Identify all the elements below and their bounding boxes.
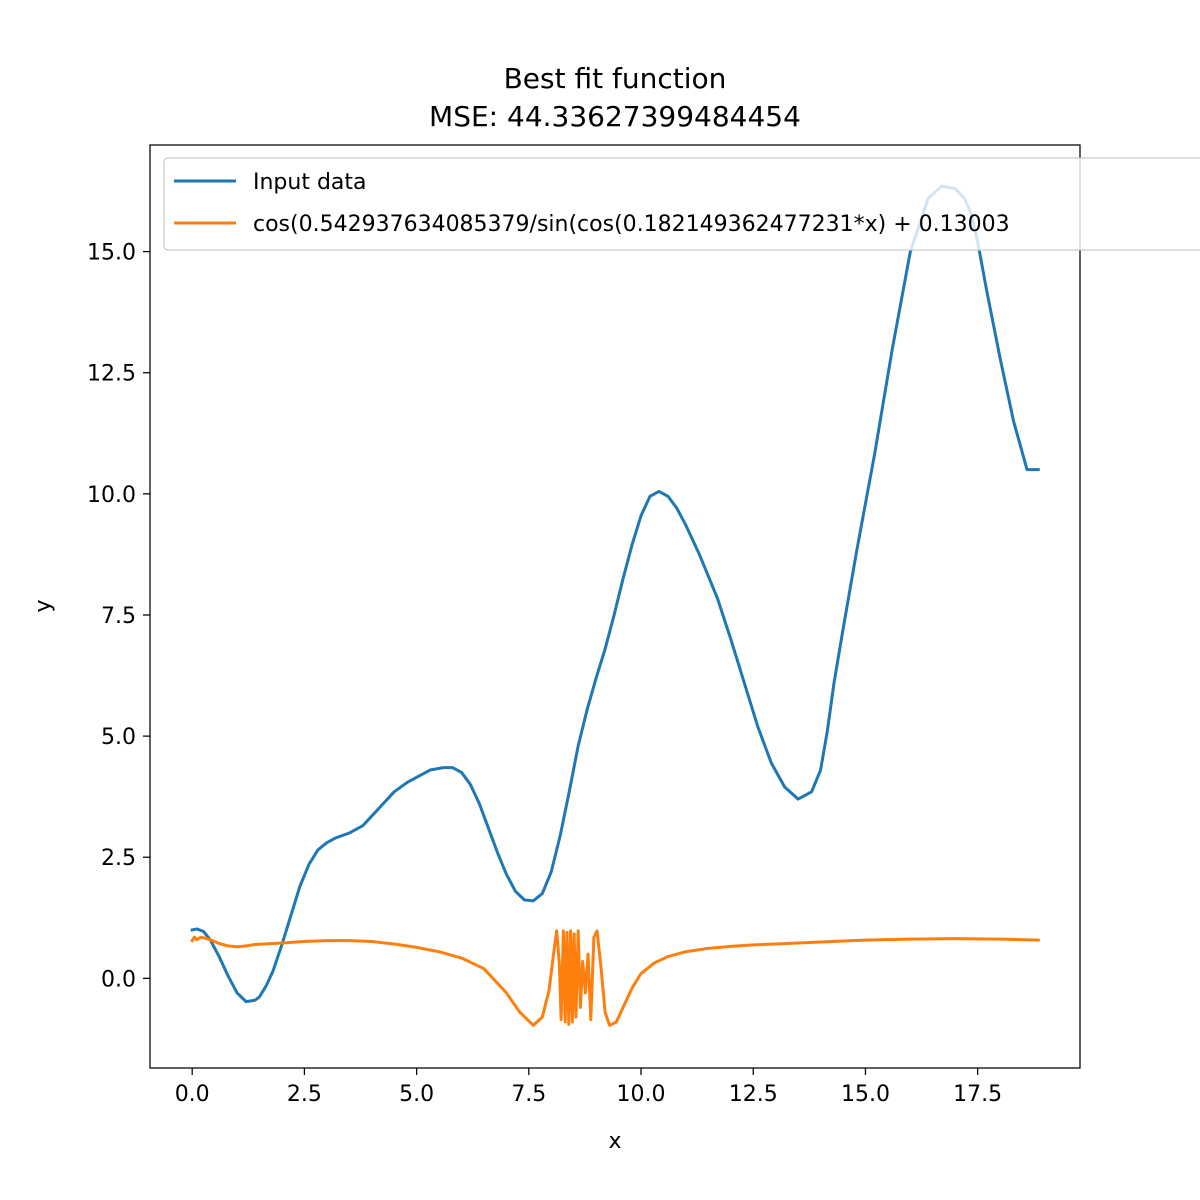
plot-frame xyxy=(149,144,1081,1069)
y-tick-label: 7.5 xyxy=(101,604,136,629)
legend-label-fit-function: cos(0.542937634085379/sin(cos(0.18214936… xyxy=(253,212,1010,237)
chart-title: Best fit function xyxy=(504,62,727,95)
series-layer xyxy=(190,184,1040,1027)
y-tick-label: 10.0 xyxy=(87,483,136,508)
x-tick-label: 5.0 xyxy=(399,1082,434,1107)
y-tick-label: 5.0 xyxy=(101,725,136,750)
x-tick-label: 10.0 xyxy=(617,1082,666,1107)
series-line-0 xyxy=(190,184,1040,1004)
series-line-1 xyxy=(190,929,1040,1027)
x-tick-label: 12.5 xyxy=(729,1082,778,1107)
x-tick-label: 17.5 xyxy=(953,1082,1002,1107)
x-axis: 0.0 2.5 5.0 7.5 10.0 12.5 15.0 17.5 xyxy=(175,1068,1002,1107)
y-axis: 0.0 2.5 5.0 7.5 10.0 12.5 15.0 xyxy=(87,241,150,992)
y-axis-label: y xyxy=(31,599,56,612)
y-tick-label: 2.5 xyxy=(101,846,136,871)
y-tick-label: 12.5 xyxy=(87,362,136,387)
legend-box xyxy=(163,157,1200,251)
y-tick-label: 0.0 xyxy=(101,967,136,992)
chart-subtitle: MSE: 44.33627399484454 xyxy=(429,100,801,133)
x-tick-label: 15.0 xyxy=(841,1082,890,1107)
x-tick-label: 7.5 xyxy=(511,1082,546,1107)
y-tick-label: 15.0 xyxy=(87,241,136,266)
x-axis-label: x xyxy=(608,1129,621,1154)
x-tick-label: 0.0 xyxy=(175,1082,210,1107)
x-tick-label: 2.5 xyxy=(287,1082,322,1107)
legend: Input data cos(0.542937634085379/sin(cos… xyxy=(163,157,1200,251)
legend-label-input-data: Input data xyxy=(253,170,367,195)
